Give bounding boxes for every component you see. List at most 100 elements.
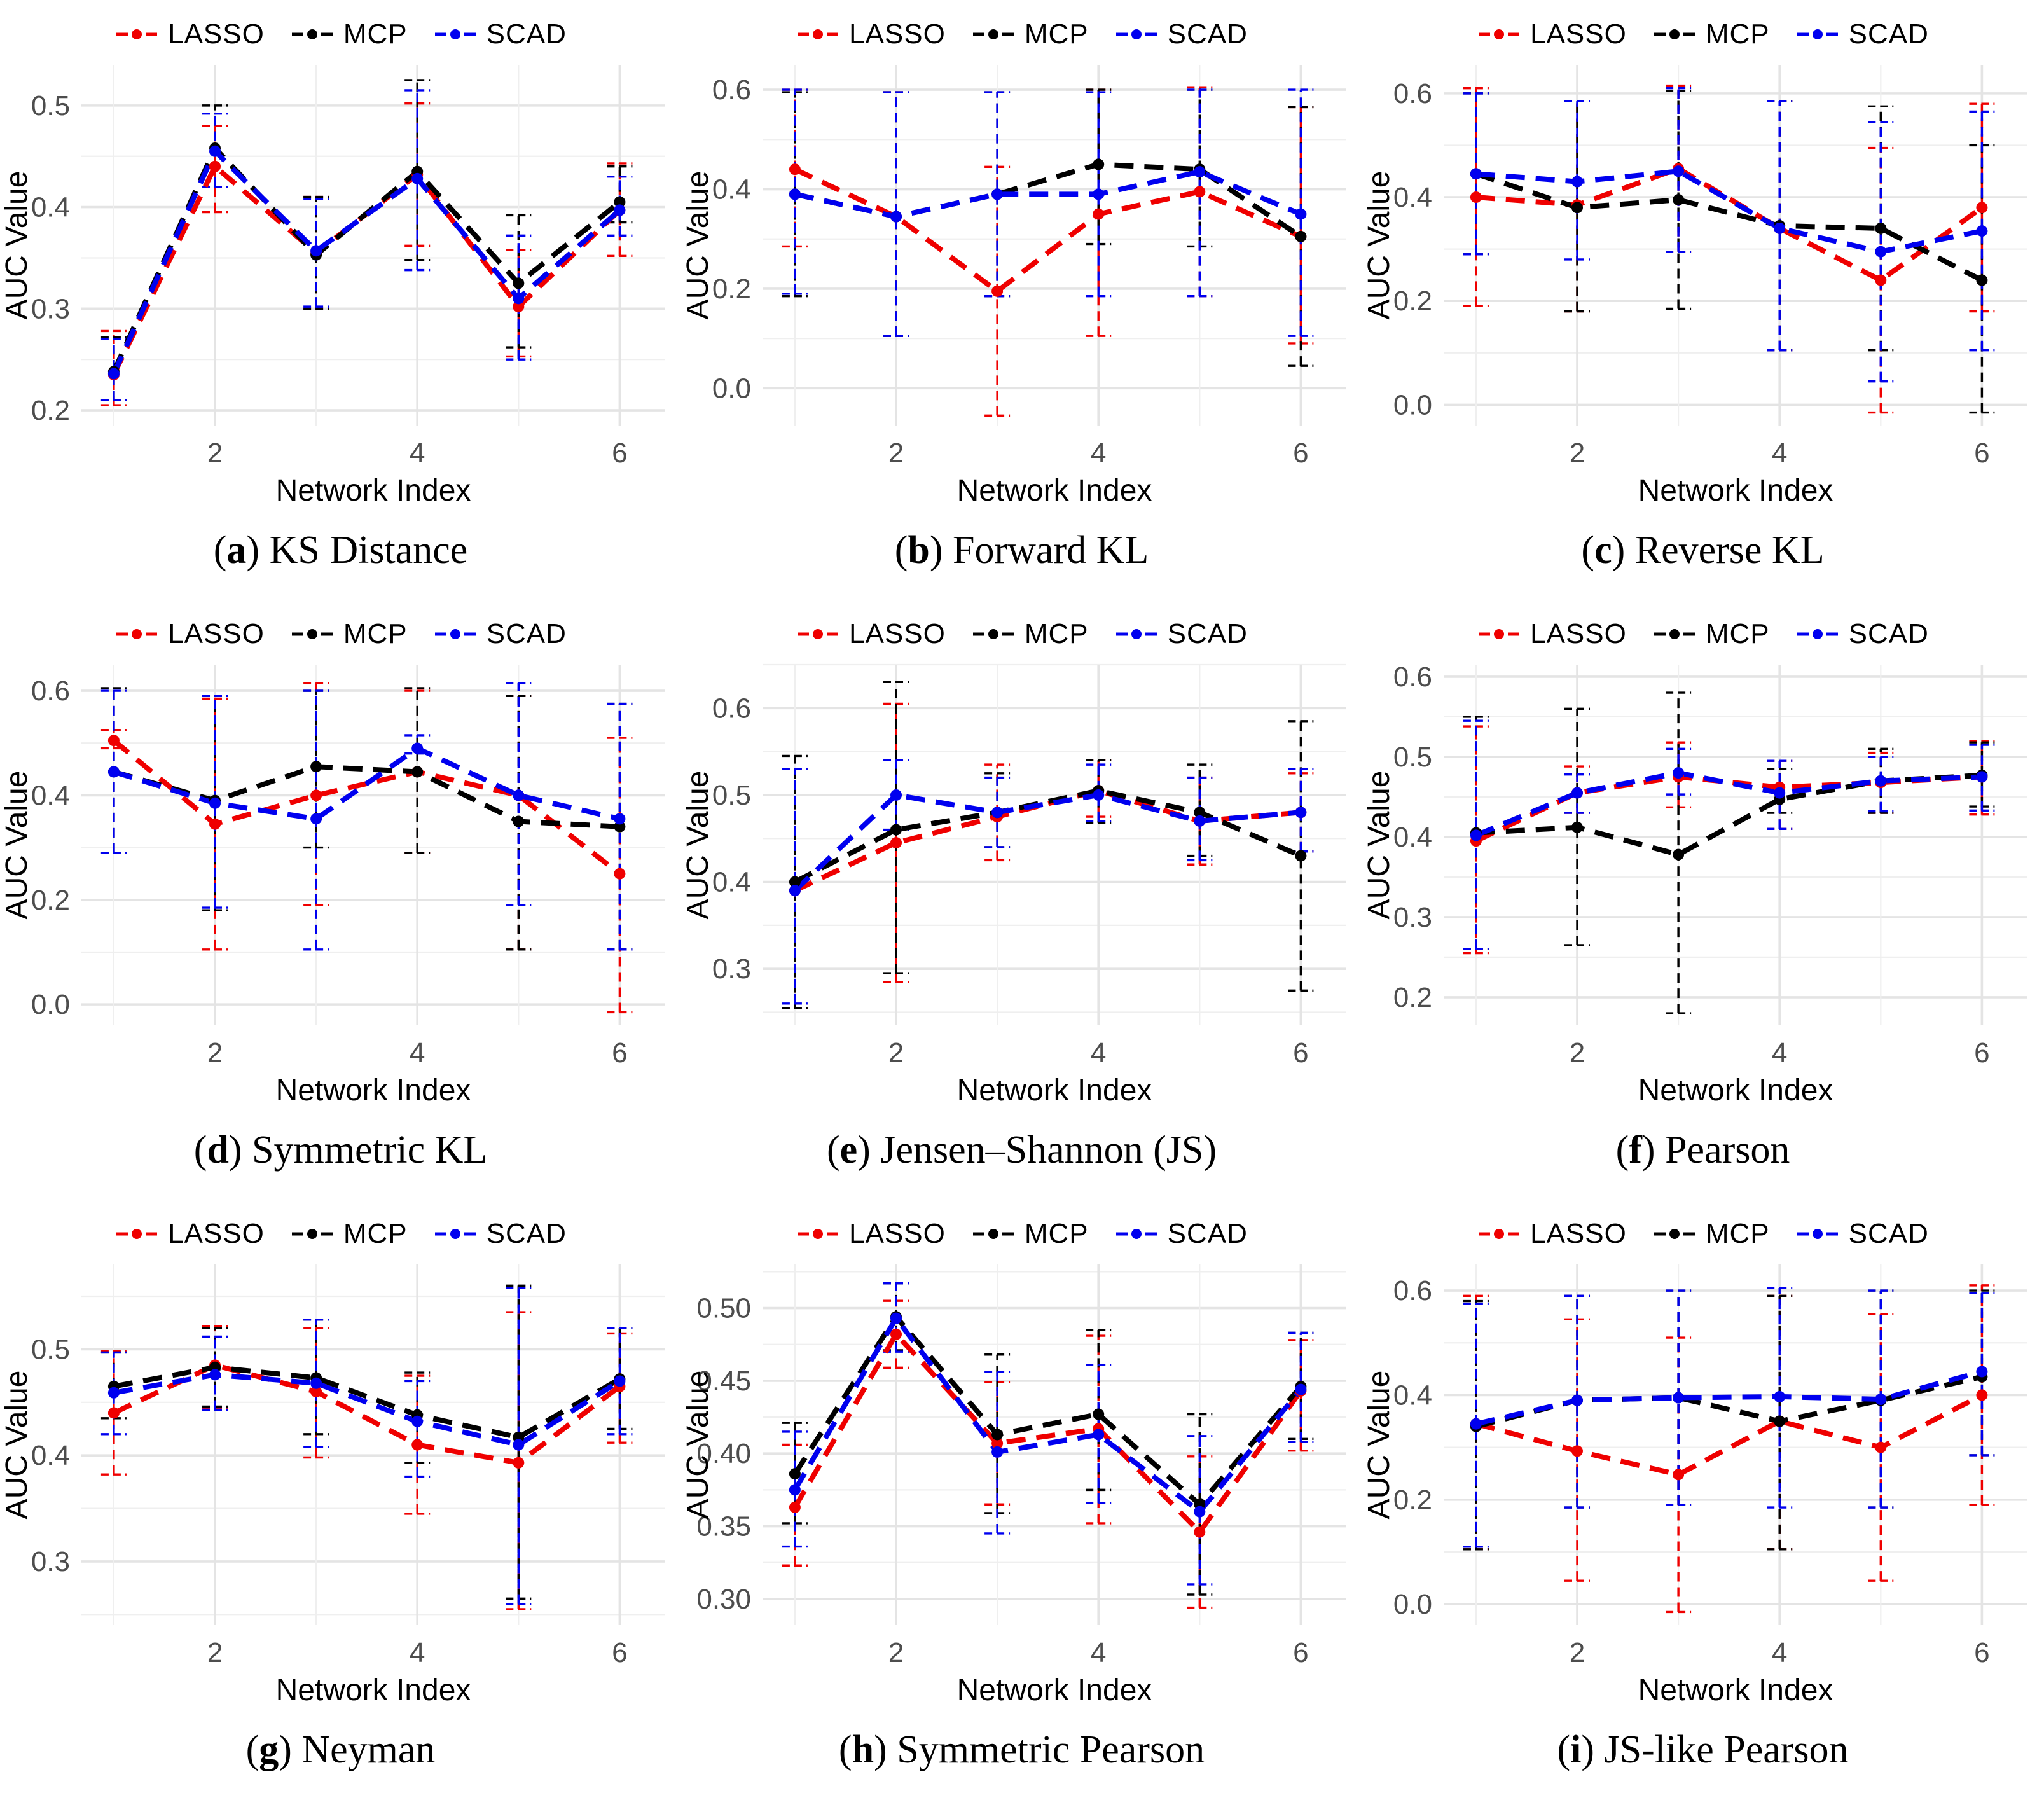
y-tick-label: 0.2 (712, 273, 751, 305)
y-tick-label: 0.2 (1393, 982, 1432, 1013)
y-tick-label: 0.4 (712, 867, 751, 898)
x-tick-label: 4 (410, 438, 425, 469)
legend: LASSO MCP SCAD (114, 1215, 567, 1253)
legend-key-lasso-icon (798, 29, 839, 39)
y-tick-label: 0.4 (31, 780, 70, 811)
x-tick-label: 2 (888, 438, 904, 469)
chart-a: 0.2 0.3 0.4 0.5 2 4 6 Network Index AUC Value (0, 53, 681, 510)
legend: LASSO MCP SCAD (1477, 15, 1929, 53)
y-tick-label: 0.4 (31, 1440, 70, 1471)
caption-f: (f) Pearson (1615, 1128, 1790, 1172)
legend: LASSO MCP SCAD (1477, 615, 1929, 653)
legend: LASSO MCP SCAD (1477, 1215, 1929, 1253)
legend-item-scad: SCAD (433, 18, 567, 50)
caption-a: (a) KS Distance (213, 529, 468, 572)
y-tick-label: 0.3 (31, 293, 70, 324)
y-tick-label: 0.40 (696, 1438, 751, 1469)
x-tick-label: 2 (207, 438, 223, 469)
chart-panel-g: LASSO MCP SCAD 0.3 0.4 0.5 2 4 6 Network Index AU… (0, 1200, 681, 1799)
y-tick-label: 0.3 (31, 1546, 70, 1577)
chart-panel-b: LASSO MCP SCAD 0.0 0.2 0.4 0.6 2 4 6 Network Inde… (681, 0, 1362, 600)
x-axis-title: Network Index (276, 1673, 471, 1707)
legend-key-scad-icon (1115, 29, 1157, 39)
y-tick-label: 0.4 (712, 174, 751, 205)
legend-item-mcp: MCP (290, 1218, 408, 1250)
legend-label-scad: SCAD (1167, 18, 1248, 50)
legend-item-mcp: MCP (1652, 1218, 1770, 1250)
chart-f: 0.2 0.3 0.4 0.5 0.6 2 4 6 Network Index AUC Value (1362, 653, 2043, 1110)
y-tick-label: 0.4 (31, 192, 70, 223)
legend-item-mcp: MCP (1652, 618, 1770, 650)
legend-key-mcp-icon (1654, 1229, 1695, 1239)
caption-i: (i) JS-like Pearson (1557, 1728, 1849, 1771)
x-tick-label: 2 (1570, 1037, 1585, 1069)
legend-label-lasso: LASSO (168, 618, 265, 649)
x-tick-label: 4 (1091, 1637, 1106, 1668)
legend-key-mcp-icon (1654, 629, 1695, 639)
legend-key-scad-icon (434, 1229, 476, 1239)
y-tick-label: 0.30 (696, 1584, 751, 1615)
legend-label-lasso: LASSO (849, 18, 946, 50)
x-tick-label: 4 (1772, 1637, 1787, 1668)
y-axis-title: AUC Value (1362, 171, 1396, 320)
x-tick-label: 6 (1293, 1037, 1308, 1069)
y-tick-label: 0.45 (696, 1366, 751, 1397)
y-tick-label: 0.0 (712, 373, 751, 404)
legend-label-mcp: MCP (1705, 618, 1770, 649)
chart-g: 0.3 0.4 0.5 2 4 6 Network Index AUC Value (0, 1253, 681, 1710)
legend-label-scad: SCAD (1848, 618, 1929, 649)
x-tick-label: 6 (1974, 438, 1989, 469)
legend-label-mcp: MCP (1705, 1218, 1770, 1249)
legend-label-lasso: LASSO (849, 618, 946, 649)
legend-key-mcp-icon (972, 1229, 1014, 1239)
legend-item-mcp: MCP (971, 18, 1089, 50)
x-tick-label: 6 (612, 438, 627, 469)
x-tick-label: 2 (207, 1037, 223, 1069)
y-axis-title: AUC Value (1362, 771, 1396, 920)
chart-panel-c: LASSO MCP SCAD 0.0 0.2 0.4 0.6 2 4 6 Network Inde… (1362, 0, 2043, 600)
legend-label-mcp: MCP (1024, 618, 1089, 649)
legend-key-lasso-icon (1479, 629, 1520, 639)
legend-label-mcp: MCP (1024, 1218, 1089, 1249)
legend-key-mcp-icon (291, 629, 333, 639)
caption-c: (c) Reverse KL (1581, 529, 1825, 572)
legend-item-scad: SCAD (433, 1218, 567, 1250)
y-tick-label: 0.4 (1393, 182, 1432, 213)
legend-item-scad: SCAD (1795, 18, 1929, 50)
caption-d: (d) Symmetric KL (193, 1128, 488, 1172)
y-axis-title: AUC Value (681, 1371, 715, 1520)
x-tick-label: 4 (1091, 1037, 1106, 1069)
x-tick-label: 2 (1570, 438, 1585, 469)
legend: LASSO MCP SCAD (114, 615, 567, 653)
y-tick-label: 0.5 (712, 780, 751, 811)
legend-item-mcp: MCP (1652, 18, 1770, 50)
x-tick-label: 6 (612, 1037, 627, 1069)
y-tick-label: 0.35 (696, 1511, 751, 1542)
legend-key-scad-icon (1115, 629, 1157, 639)
legend-key-scad-icon (1797, 29, 1838, 39)
legend-label-mcp: MCP (343, 18, 408, 50)
y-tick-label: 0.3 (712, 953, 751, 985)
legend-item-scad: SCAD (433, 618, 567, 650)
legend-label-scad: SCAD (486, 18, 567, 50)
legend-key-scad-icon (434, 629, 476, 639)
legend-item-scad: SCAD (1114, 1218, 1248, 1250)
chart-panel-e: LASSO MCP SCAD 0.3 0.4 0.5 0.6 2 4 6 Network Inde… (681, 600, 1362, 1200)
y-tick-label: 0.3 (1393, 902, 1432, 933)
chart-h: 0.30 0.35 0.40 0.45 0.50 2 4 6 Network Index AUC … (681, 1253, 1362, 1710)
chart-c: 0.0 0.2 0.4 0.6 2 4 6 Network Index AUC Value (1362, 53, 2043, 510)
legend-label-lasso: LASSO (1530, 618, 1627, 649)
chart-b: 0.0 0.2 0.4 0.6 2 4 6 Network Index AUC Value (681, 53, 1362, 510)
y-tick-label: 0.6 (712, 74, 751, 106)
legend: LASSO MCP SCAD (796, 615, 1248, 653)
y-axis-title: AUC Value (681, 171, 715, 320)
caption-e: (e) Jensen–Shannon (JS) (826, 1128, 1217, 1172)
legend-key-scad-icon (1115, 1229, 1157, 1239)
chart-panel-d: LASSO MCP SCAD 0.0 0.2 0.4 0.6 2 4 6 Network Inde… (0, 600, 681, 1200)
y-tick-label: 0.2 (1393, 286, 1432, 317)
legend-label-mcp: MCP (343, 1218, 408, 1249)
x-tick-label: 2 (888, 1637, 904, 1668)
legend-item-mcp: MCP (290, 618, 408, 650)
legend-item-scad: SCAD (1795, 1218, 1929, 1250)
